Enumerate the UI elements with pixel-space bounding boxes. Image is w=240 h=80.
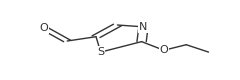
Text: O: O — [160, 45, 168, 55]
Text: O: O — [40, 23, 48, 33]
Text: S: S — [97, 47, 104, 57]
Text: N: N — [139, 22, 148, 32]
